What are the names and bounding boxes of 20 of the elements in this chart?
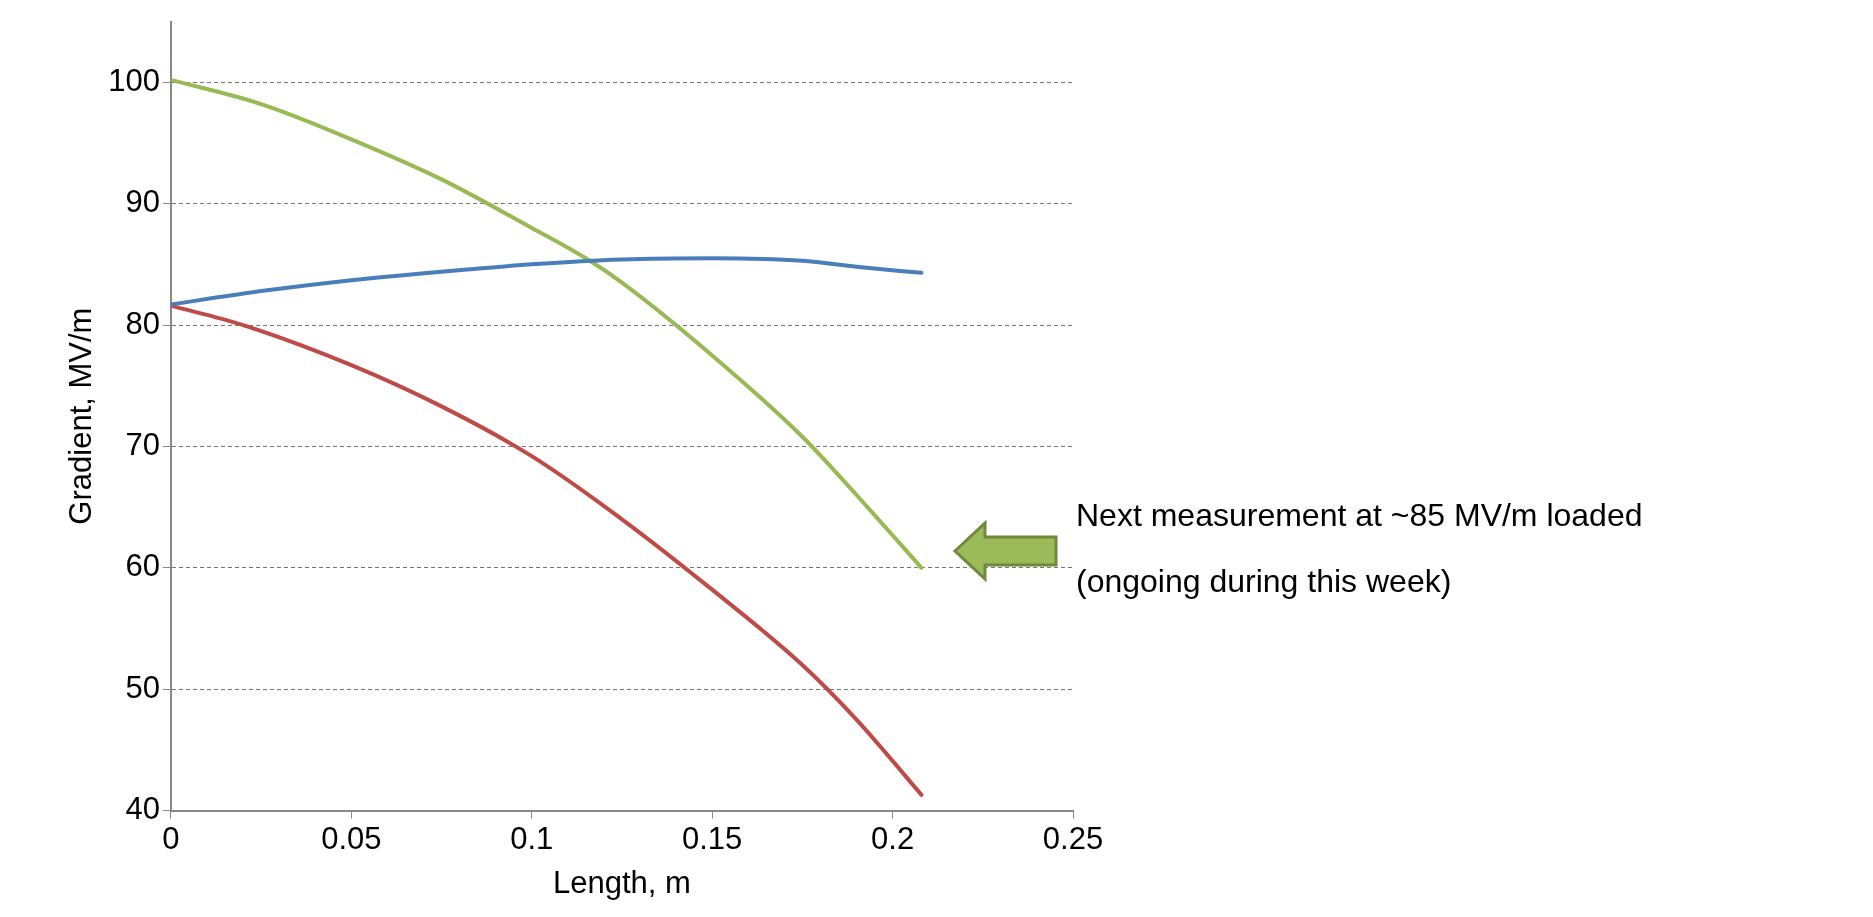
text: (ongoing during this week)	[1076, 562, 1452, 599]
x-tick-label: 0.05	[321, 820, 382, 856]
y-tick-label: 80	[125, 305, 160, 341]
x-tick-label: 0	[162, 820, 180, 856]
line-series	[170, 303, 924, 797]
x-tick-label: 0.15	[682, 820, 743, 856]
y-tick-label: 40	[125, 791, 160, 827]
x-tick-label: 0.1	[510, 820, 554, 856]
y-tick-label: 70	[125, 426, 160, 462]
line-series	[170, 256, 924, 307]
x-axis-title: Length, m	[553, 864, 691, 900]
y-tick-label: 50	[125, 669, 160, 705]
text: Next measurement at ~85 MV/m loaded	[1076, 496, 1643, 533]
y-tick-label: 100	[108, 62, 160, 98]
x-tick-label: 0.2	[871, 820, 915, 856]
x-tick-label: 0.25	[1042, 820, 1104, 856]
y-tick-label: 90	[125, 184, 160, 220]
y-tick-label: 60	[125, 548, 160, 584]
y-axis-title: Gradient, MV/m	[63, 307, 99, 525]
line-series	[170, 77, 924, 570]
